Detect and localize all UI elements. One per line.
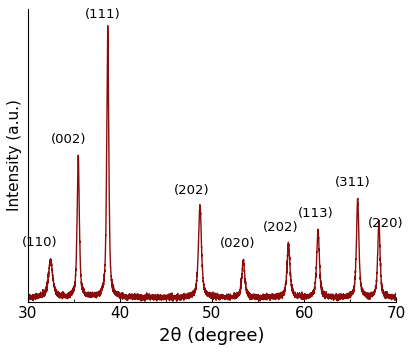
X-axis label: 2θ (degree): 2θ (degree) [159,327,265,345]
Text: (020): (020) [220,237,256,250]
Text: (202): (202) [174,184,209,197]
Y-axis label: Intensity (a.u.): Intensity (a.u.) [7,99,22,211]
Text: (220): (220) [368,217,403,230]
Text: (110): (110) [21,236,57,249]
Text: (202): (202) [263,221,299,234]
Text: (111): (111) [85,8,121,21]
Text: (311): (311) [335,176,371,189]
Text: (113): (113) [297,207,333,220]
Text: (002): (002) [51,133,87,146]
